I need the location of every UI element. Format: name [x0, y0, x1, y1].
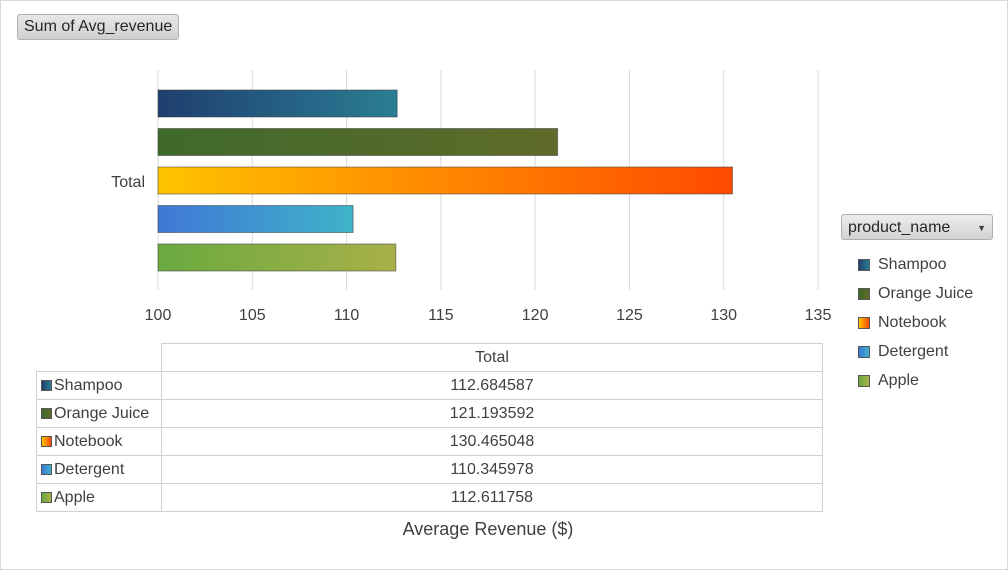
table-row: Orange Juice 121.193592	[36, 399, 823, 428]
legend-item: Shampoo	[858, 250, 1008, 279]
legend-key-swatch	[41, 463, 52, 475]
bar-detergent[interactable]	[157, 205, 354, 233]
legend-filter-label: product_name	[848, 219, 951, 236]
bar-orange-juice[interactable]	[157, 128, 559, 156]
legend-swatch	[858, 316, 870, 329]
legend-key-swatch	[41, 407, 52, 419]
legend-label: Notebook	[878, 313, 947, 331]
x-tick-label: 100	[145, 307, 172, 324]
category-label: Total	[111, 174, 145, 191]
x-tick-label: 135	[805, 307, 832, 324]
table-header-row: Total	[36, 343, 823, 372]
legend: Shampoo Orange Juice Notebook Detergent Appl…	[858, 250, 1008, 395]
table-row-label: Shampoo	[36, 371, 162, 400]
x-tick-label: 120	[522, 307, 549, 324]
table-row-label: Orange Juice	[36, 399, 162, 428]
bar-apple[interactable]	[157, 243, 397, 272]
legend-swatch	[858, 287, 870, 300]
table-row: Shampoo 112.684587	[36, 371, 823, 400]
x-tick-label: 125	[616, 307, 643, 324]
table-header-blank	[36, 343, 162, 372]
legend-filter-dropdown[interactable]: product_name ▼	[841, 214, 993, 240]
data-table: Total Shampoo 112.684587 Orange Juice 121.1…	[36, 343, 823, 512]
legend-label: Shampoo	[878, 255, 947, 273]
legend-key-swatch	[41, 379, 52, 391]
table-row-label: Detergent	[36, 455, 162, 484]
table-row: Detergent 110.345978	[36, 455, 823, 484]
table-row-label: Notebook	[36, 427, 162, 456]
legend-key-swatch	[41, 491, 52, 503]
legend-swatch	[858, 374, 870, 387]
row-label-text: Detergent	[54, 460, 125, 478]
table-row-label: Apple	[36, 483, 162, 512]
legend-swatch	[858, 345, 870, 358]
table-cell-value: 110.345978	[161, 455, 823, 484]
x-axis-title: Average Revenue ($)	[402, 519, 574, 539]
row-label-text: Shampoo	[54, 376, 123, 394]
legend-label: Apple	[878, 371, 919, 389]
table-cell-value: 112.684587	[161, 371, 823, 400]
table-row: Apple 112.611758	[36, 483, 823, 512]
dropdown-arrow-icon: ▼	[977, 223, 986, 233]
table-cell-value: 112.611758	[161, 483, 823, 512]
legend-item: Orange Juice	[858, 279, 1008, 308]
legend-swatch	[858, 258, 870, 271]
legend-item: Notebook	[858, 308, 1008, 337]
legend-label: Orange Juice	[878, 284, 974, 302]
bar-shampoo[interactable]	[157, 89, 398, 118]
row-label-text: Apple	[54, 488, 95, 506]
table-header-total: Total	[161, 343, 823, 372]
legend-key-swatch	[41, 435, 52, 447]
x-tick-label: 105	[239, 307, 266, 324]
x-tick-label: 130	[710, 307, 737, 324]
x-tick-label: 115	[428, 307, 454, 324]
legend-item: Detergent	[858, 337, 1008, 366]
x-tick-labels: 100 105 110 115 120 125 130 135	[145, 307, 832, 324]
row-label-text: Orange Juice	[54, 404, 150, 422]
x-tick-label: 110	[334, 307, 360, 324]
table-row: Notebook 130.465048	[36, 427, 823, 456]
value-field-button[interactable]: Sum of Avg_revenue	[17, 14, 180, 40]
row-label-text: Notebook	[54, 432, 123, 450]
bar-notebook[interactable]	[157, 166, 733, 195]
category-labels: Total	[111, 174, 145, 191]
legend-label: Detergent	[878, 342, 949, 360]
bars	[157, 89, 733, 272]
table-cell-value: 121.193592	[161, 399, 823, 428]
table-cell-value: 130.465048	[161, 427, 823, 456]
legend-item: Apple	[858, 366, 1008, 395]
